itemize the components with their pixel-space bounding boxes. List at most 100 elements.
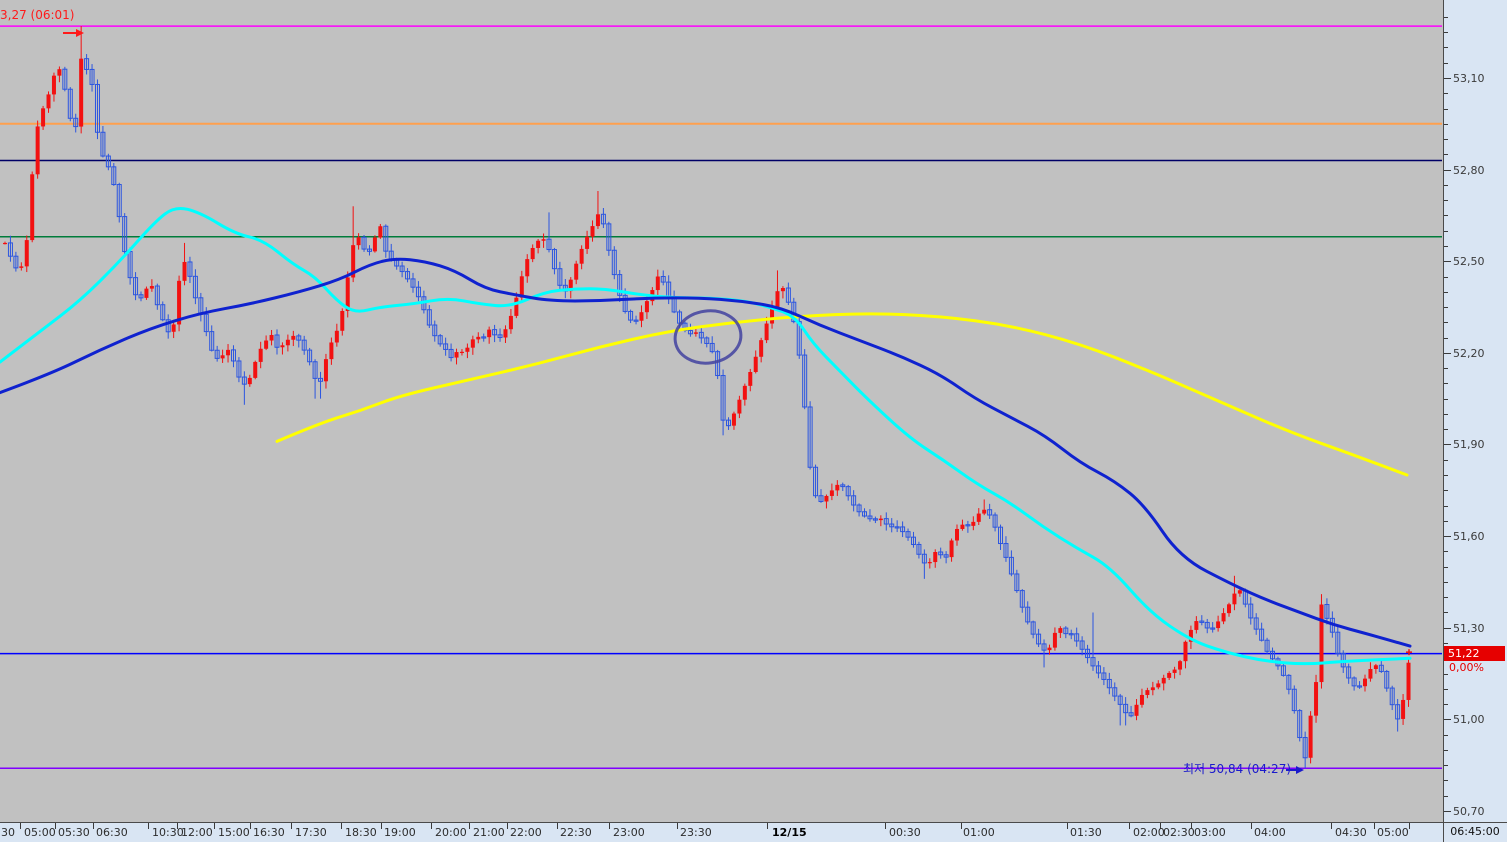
candle-up [264, 335, 269, 351]
time-axis-label: 00:30 [889, 826, 921, 839]
candle-up [340, 308, 345, 336]
candle-down [154, 283, 160, 310]
candle-up [30, 171, 35, 243]
price-axis-tick [1444, 643, 1448, 644]
candle-up [514, 292, 519, 319]
candle-up [1232, 575, 1237, 611]
price-axis-tick [1444, 322, 1448, 323]
candle-down [1008, 550, 1014, 577]
time-axis-label: 03:00 [1194, 826, 1226, 839]
candle-down [1297, 709, 1303, 742]
candle-down [1106, 672, 1112, 695]
candle-up [536, 238, 541, 254]
price-axis-label: 51,00 [1453, 713, 1485, 726]
candle-down [497, 328, 503, 342]
price-axis-tick [1444, 231, 1448, 232]
candle-up [508, 308, 513, 334]
time-axis-tick [341, 823, 342, 829]
candle-down [1068, 629, 1074, 640]
time-axis-label: 05:00 [24, 826, 56, 839]
price-axis-label: 51,30 [1453, 622, 1485, 635]
time-axis-tick [381, 823, 382, 829]
time-axis-tick [291, 823, 292, 829]
candle-up [1139, 688, 1144, 708]
candle-down [361, 234, 367, 252]
candle-up [177, 275, 182, 332]
price-axis-tick [1444, 368, 1448, 369]
price-axis-label: 52,50 [1453, 255, 1485, 268]
time-axis-tick [431, 823, 432, 829]
time-axis-label: 05:30 [58, 826, 90, 839]
price-axis[interactable]: 53,10 52,80 52,50 52,20 51,90 51,60 51,30 51,00… [1443, 0, 1507, 822]
price-axis-tick [1444, 704, 1448, 705]
session-high-label: 3,27 (06:01) [0, 8, 75, 22]
candle-down [1204, 618, 1210, 634]
candle-up [503, 325, 508, 344]
price-chart-plot[interactable] [0, 0, 1443, 822]
price-axis-tick [1444, 475, 1448, 476]
candle-down [606, 221, 612, 256]
candle-up [1156, 680, 1161, 690]
candle-down [1036, 628, 1042, 648]
candle-up [759, 337, 764, 363]
time-axis-label: 19:00 [384, 826, 416, 839]
candle-down [1280, 662, 1286, 677]
candle-up [1406, 658, 1411, 707]
time-axis-label: 04:30 [1335, 826, 1367, 839]
candle-up [1134, 698, 1139, 721]
candle-up [525, 254, 530, 283]
candle-down [192, 269, 198, 305]
candle-down [943, 551, 949, 564]
candle-down [785, 282, 791, 306]
candle-up [149, 279, 154, 292]
candle-up [878, 515, 883, 527]
price-axis-tick [1444, 612, 1448, 613]
candle-up [644, 296, 649, 319]
candle-down [296, 333, 302, 348]
time-axis-label: 17:30 [295, 826, 327, 839]
candle-down [116, 182, 122, 223]
candle-down [687, 323, 693, 337]
price-axis-tick [1444, 414, 1448, 415]
candle-down [1117, 693, 1123, 726]
candle-down [872, 516, 878, 524]
time-axis-tick [55, 823, 56, 829]
candle-up [530, 244, 535, 263]
candle-down [415, 281, 421, 302]
candle-up [79, 26, 84, 134]
price-axis-tick [1444, 582, 1448, 583]
candle-down [366, 245, 372, 256]
time-axis-label: 21:00 [473, 826, 505, 839]
candle-down [1357, 681, 1363, 689]
price-axis-tick [1444, 185, 1448, 186]
price-axis-tick [1444, 765, 1448, 766]
candle-down [1041, 639, 1047, 668]
candle-up [1308, 711, 1313, 764]
candle-up [19, 262, 24, 271]
candle-up [639, 305, 644, 328]
candle-down [111, 163, 117, 186]
price-axis-tick [1444, 597, 1448, 598]
candle-down [916, 541, 922, 559]
candle-down [274, 329, 280, 355]
candle-up [35, 120, 40, 179]
axis-corner-separator [1443, 823, 1444, 842]
price-axis-tick [1444, 215, 1448, 216]
candle-down [426, 305, 432, 329]
price-axis-tick [1444, 536, 1451, 537]
candle-down [1101, 667, 1107, 686]
candle-down [617, 270, 623, 303]
candle-down [600, 208, 606, 229]
candle-down [165, 314, 171, 339]
candle-up [1227, 602, 1231, 617]
candle-down [666, 275, 672, 305]
candle-down [818, 489, 824, 503]
candle-down [105, 153, 111, 171]
price-axis-tick [1444, 551, 1448, 552]
candle-down [67, 87, 73, 122]
time-axis[interactable]: 30 05:00 05:30 06:30 10:30 12:00 15:00 16:30 17:… [0, 822, 1507, 842]
time-axis-label: 01:00 [963, 826, 995, 839]
price-axis-tick [1444, 796, 1448, 797]
candle-up [541, 233, 546, 248]
